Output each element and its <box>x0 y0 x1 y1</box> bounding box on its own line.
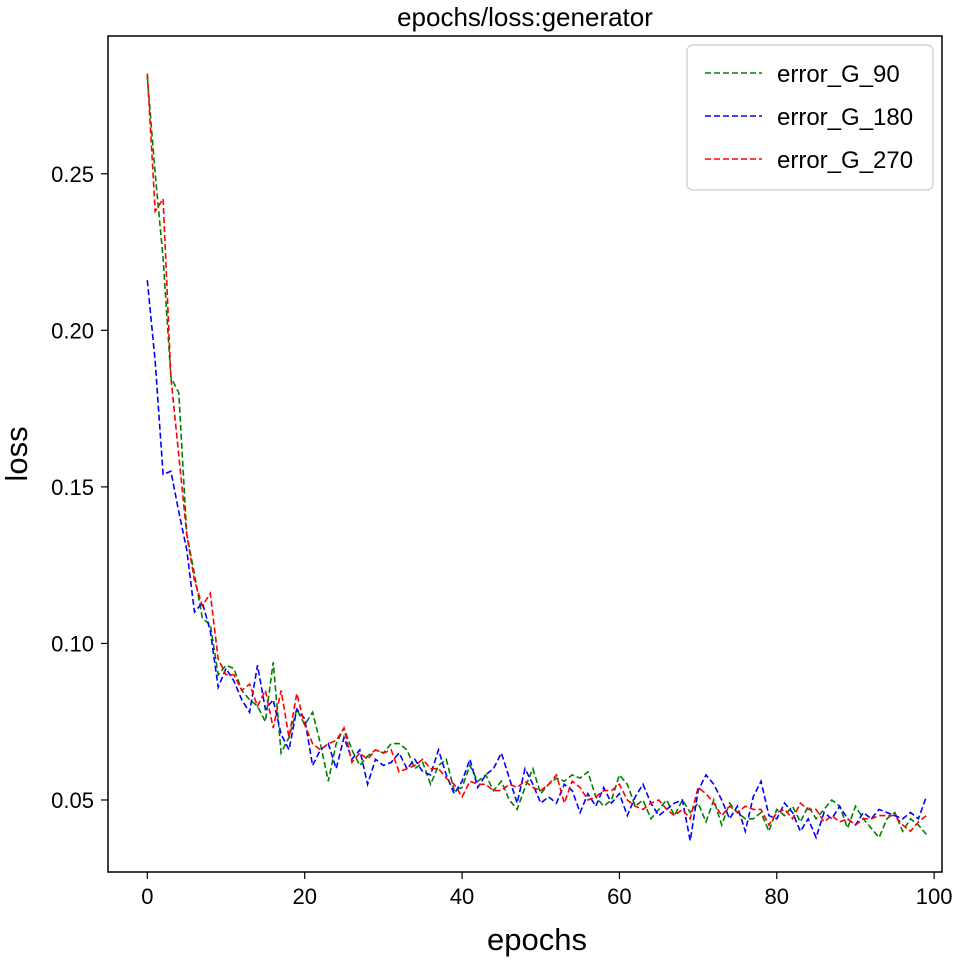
chart-title: epochs/loss:generator <box>397 2 653 32</box>
series-line-error_G_90 <box>146 76 927 840</box>
series-line-error_G_270 <box>146 73 927 833</box>
series-line-error_G_180 <box>146 280 928 841</box>
x-tick-label: 0 <box>141 884 153 909</box>
x-axis-ticks: 0 20 40 60 80 100 <box>141 872 952 909</box>
y-tick-label: 0.20 <box>51 318 94 343</box>
y-tick-label: 0.05 <box>51 788 94 813</box>
legend-label: error_G_90 <box>777 61 900 88</box>
x-axis-label: epochs <box>487 922 587 957</box>
x-tick-label: 100 <box>916 884 953 909</box>
plot-area <box>107 35 943 873</box>
x-tick-label: 60 <box>607 884 631 909</box>
axes-frame <box>107 35 943 873</box>
y-axis-label: loss <box>0 426 34 481</box>
legend-label: error_G_180 <box>777 104 913 131</box>
x-tick-label: 40 <box>450 884 474 909</box>
x-tick-label: 80 <box>765 884 789 909</box>
legend-box <box>686 44 934 191</box>
y-axis-ticks: 0.05 0.10 0.15 0.20 0.25 <box>51 162 108 813</box>
series-lines <box>146 73 928 841</box>
y-tick-label: 0.10 <box>51 631 94 656</box>
y-tick-label: 0.25 <box>51 162 94 187</box>
y-tick-label: 0.15 <box>51 475 94 500</box>
x-tick-label: 20 <box>292 884 316 909</box>
legend-label: error_G_270 <box>777 147 913 174</box>
legend: error_G_90 error_G_180 error_G_270 <box>686 44 934 191</box>
